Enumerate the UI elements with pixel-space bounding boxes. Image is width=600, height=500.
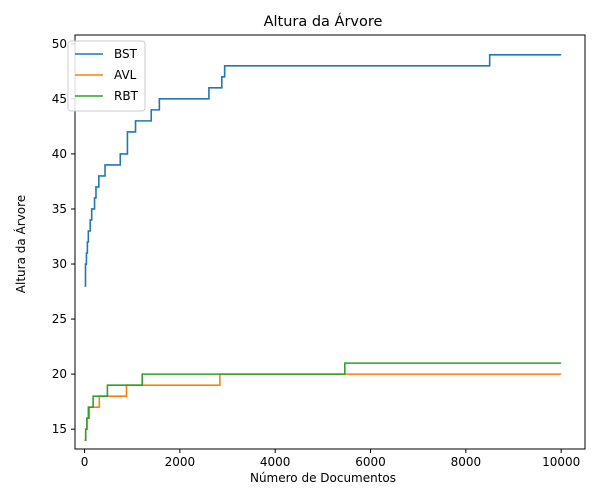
- y-tick-label: 35: [52, 202, 67, 216]
- plot-frame: [74, 34, 586, 450]
- x-tick-label: 0: [81, 455, 89, 469]
- y-tick-label: 50: [52, 37, 67, 51]
- x-tick-label: 2000: [165, 455, 196, 469]
- legend: BST AVL RBT: [67, 40, 146, 112]
- y-axis: 15 20 25 30 35 40 45 50: [52, 37, 75, 436]
- series-line-bst: [84, 54, 562, 287]
- y-tick-label: 40: [52, 147, 67, 161]
- series-layer: [84, 54, 562, 441]
- x-tick-label: 4000: [260, 455, 291, 469]
- y-tick-label: 45: [52, 92, 67, 106]
- y-tick-label: 15: [52, 422, 67, 436]
- series-line-rbt: [84, 362, 562, 441]
- x-tick-label: 8000: [451, 455, 482, 469]
- legend-box: [67, 40, 146, 112]
- x-axis-label: Número de Documentos: [250, 471, 396, 485]
- legend-label-rbt: RBT: [114, 89, 139, 103]
- chart-title: Altura da Árvore: [264, 13, 383, 30]
- y-tick-label: 30: [52, 257, 67, 271]
- y-axis-label: Altura da Árvore: [13, 195, 28, 293]
- x-tick-label: 10000: [542, 455, 580, 469]
- x-axis: 0 2000 4000 6000 8000 10000: [81, 449, 580, 469]
- legend-label-bst: BST: [114, 47, 138, 61]
- x-tick-label: 6000: [355, 455, 386, 469]
- legend-label-avl: AVL: [114, 68, 137, 82]
- y-tick-label: 20: [52, 367, 67, 381]
- y-tick-label: 25: [52, 312, 67, 326]
